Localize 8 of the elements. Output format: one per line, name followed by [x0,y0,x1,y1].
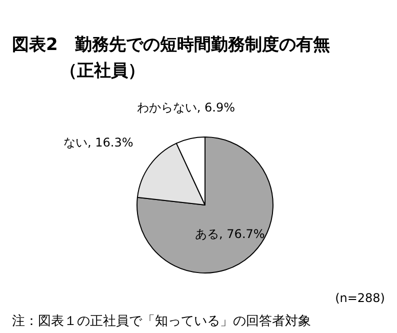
slice-label: ない, 16.3% [64,135,134,150]
text: (n=288) [335,291,385,305]
chart-subtitle: （正社員） [60,61,145,81]
text: 注：図表１の正社員で「知っている」の回答者対象 [12,313,311,329]
slice-label: ある, 76.7% [195,226,265,241]
pie-slice [136,136,274,274]
slice-label: わからない, 6.9% [136,100,236,115]
chart-title: 図表2 勤務先での短時間勤務制度の有無 [12,35,330,55]
